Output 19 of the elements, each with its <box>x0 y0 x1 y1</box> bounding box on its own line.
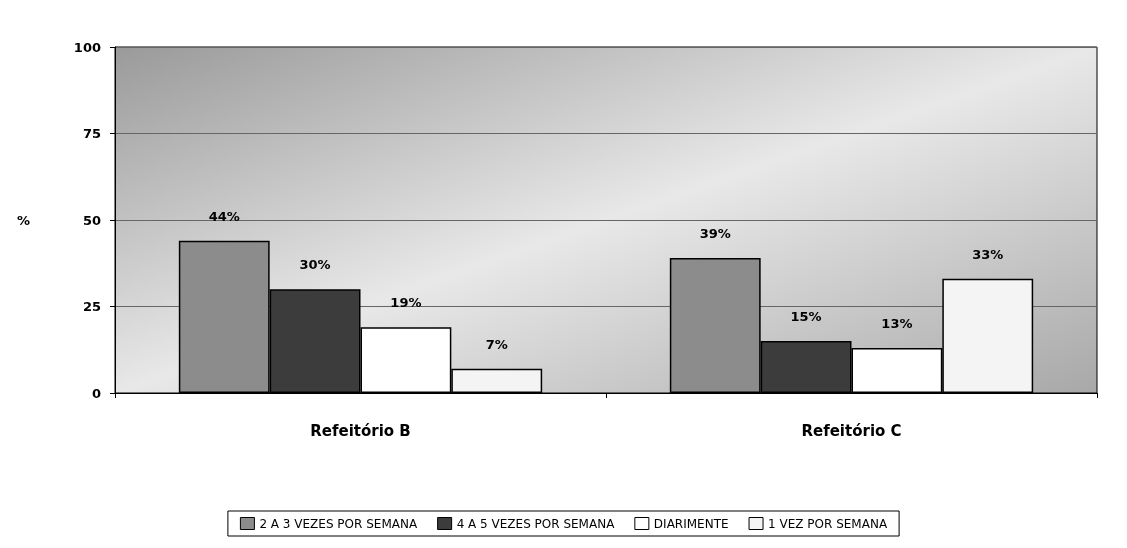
y-tick-label: 0 <box>91 385 101 401</box>
legend-label: 4 A 5 VEZES POR SEMANA <box>456 516 616 531</box>
x-tick-label: Refeitório C <box>801 421 902 440</box>
data-label: 44% <box>208 208 240 224</box>
data-label: 15% <box>790 309 822 325</box>
y-axis-title: % <box>16 212 30 228</box>
y-tick-label: 50 <box>82 212 101 228</box>
y-tick-label: 75 <box>82 126 101 141</box>
data-label: 13% <box>881 316 913 332</box>
data-label: 7% <box>485 336 508 352</box>
x-tick-label: Refeitório B <box>310 421 411 440</box>
legend-label: 2 A 3 VEZES POR SEMANA <box>259 516 418 531</box>
legend-label: DIARIMENTE <box>653 516 729 531</box>
data-label: 33% <box>972 246 1004 262</box>
legend-label: 1 VEZ POR SEMANA <box>768 516 888 531</box>
data-label: 39% <box>699 226 731 242</box>
y-tick-label: 100 <box>73 39 101 55</box>
data-label: 30% <box>299 257 331 273</box>
y-tick-label: 25 <box>82 299 101 314</box>
